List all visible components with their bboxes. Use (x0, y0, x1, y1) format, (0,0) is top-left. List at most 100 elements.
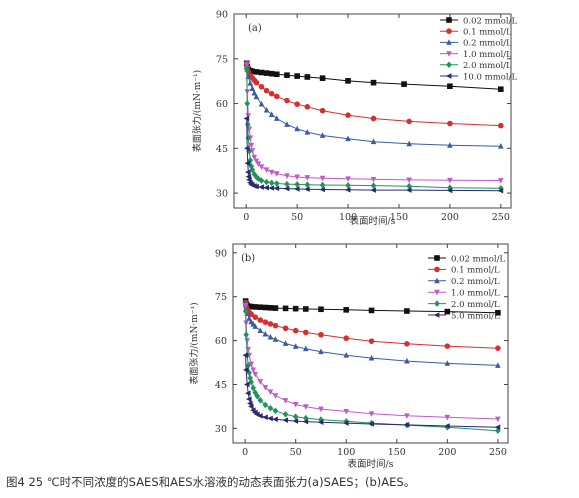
data-point (498, 143, 504, 149)
data-point (292, 305, 299, 312)
plot-frame (232, 243, 509, 444)
data-point (252, 304, 259, 310)
data-point (251, 154, 258, 161)
data-point (319, 175, 326, 182)
legend-label: 0.2 mmol/L (463, 39, 512, 49)
data-point (242, 303, 249, 309)
data-point (272, 336, 279, 342)
data-point (294, 125, 300, 132)
data-point (267, 415, 273, 422)
data-point (368, 307, 375, 314)
data-point (251, 170, 258, 178)
data-point (267, 389, 274, 395)
data-point (251, 89, 258, 96)
y-tick-label: 45 (216, 144, 228, 155)
data-point (263, 87, 270, 94)
data-point (255, 161, 262, 168)
data-point (268, 111, 275, 117)
legend-entry: 0.1 mmol/L (440, 28, 512, 38)
data-point (498, 178, 504, 184)
data-point (254, 392, 261, 400)
data-point (444, 308, 451, 315)
data-point (282, 305, 289, 312)
data-point (253, 93, 260, 100)
data-point (273, 171, 280, 177)
legend-entry: 5.0 mmol/L (428, 311, 500, 321)
data-point (262, 414, 268, 421)
data-point (257, 304, 264, 311)
legend-entry: 10.0 mmol/L (440, 72, 517, 82)
data-point (248, 303, 254, 310)
data-point (498, 122, 504, 129)
data-point (294, 174, 300, 181)
data-point (272, 322, 279, 329)
data-point (494, 424, 501, 430)
legend-marker (433, 312, 440, 318)
data-point (257, 412, 263, 419)
data-point (302, 306, 309, 312)
data-point (244, 100, 251, 107)
data-point (247, 374, 253, 382)
data-point (284, 173, 290, 179)
series-line (245, 305, 498, 420)
series-4 (243, 62, 504, 184)
y-tick-label: 90 (215, 248, 227, 259)
data-point (252, 314, 259, 320)
data-point (345, 176, 351, 182)
data-point (258, 184, 264, 190)
legend-marker (446, 51, 452, 57)
data-point (273, 93, 280, 100)
data-point (368, 354, 375, 361)
data-point (345, 78, 351, 84)
data-point (273, 115, 280, 121)
data-point (267, 333, 274, 340)
x-axis-label: 表面时间/s (347, 458, 393, 470)
legend-marker (434, 266, 440, 273)
data-point (292, 418, 299, 424)
legend-marker (434, 255, 440, 261)
x-tick-label: 150 (390, 212, 408, 223)
x-tick-label: 0 (242, 447, 248, 458)
data-point (404, 413, 410, 419)
data-point (447, 120, 453, 127)
y-tick-label: 75 (215, 292, 227, 303)
data-point (262, 384, 269, 391)
data-point (304, 104, 311, 110)
data-point (404, 308, 410, 314)
data-point (404, 340, 410, 347)
data-point (302, 404, 309, 410)
data-point (304, 74, 311, 80)
data-point (245, 169, 251, 175)
data-point (318, 416, 324, 423)
y-axis-label: 表面张力/(mN·m⁻¹) (191, 70, 203, 152)
data-point (268, 169, 275, 176)
data-point (302, 329, 309, 336)
data-point (498, 86, 504, 93)
data-point (248, 361, 254, 368)
data-point (268, 90, 275, 97)
legend-label: 2.0 mmol/L (451, 300, 500, 310)
data-point (284, 180, 290, 188)
data-point (345, 112, 351, 118)
data-point (250, 384, 257, 392)
data-point (447, 83, 453, 90)
data-point (370, 182, 377, 189)
data-point (444, 414, 451, 421)
data-point (302, 345, 309, 352)
data-point (368, 421, 374, 427)
data-point (292, 327, 299, 334)
data-point (258, 84, 265, 90)
data-point (249, 85, 256, 92)
data-point (262, 330, 269, 337)
data-point (292, 343, 299, 349)
data-point (246, 369, 252, 377)
data-point (318, 306, 324, 313)
data-point (343, 408, 350, 415)
data-point (282, 325, 289, 332)
data-point (248, 142, 255, 149)
data-point (257, 396, 264, 404)
data-point (370, 176, 377, 183)
data-point (244, 160, 251, 167)
series-6 (242, 352, 501, 430)
data-point (495, 427, 501, 435)
